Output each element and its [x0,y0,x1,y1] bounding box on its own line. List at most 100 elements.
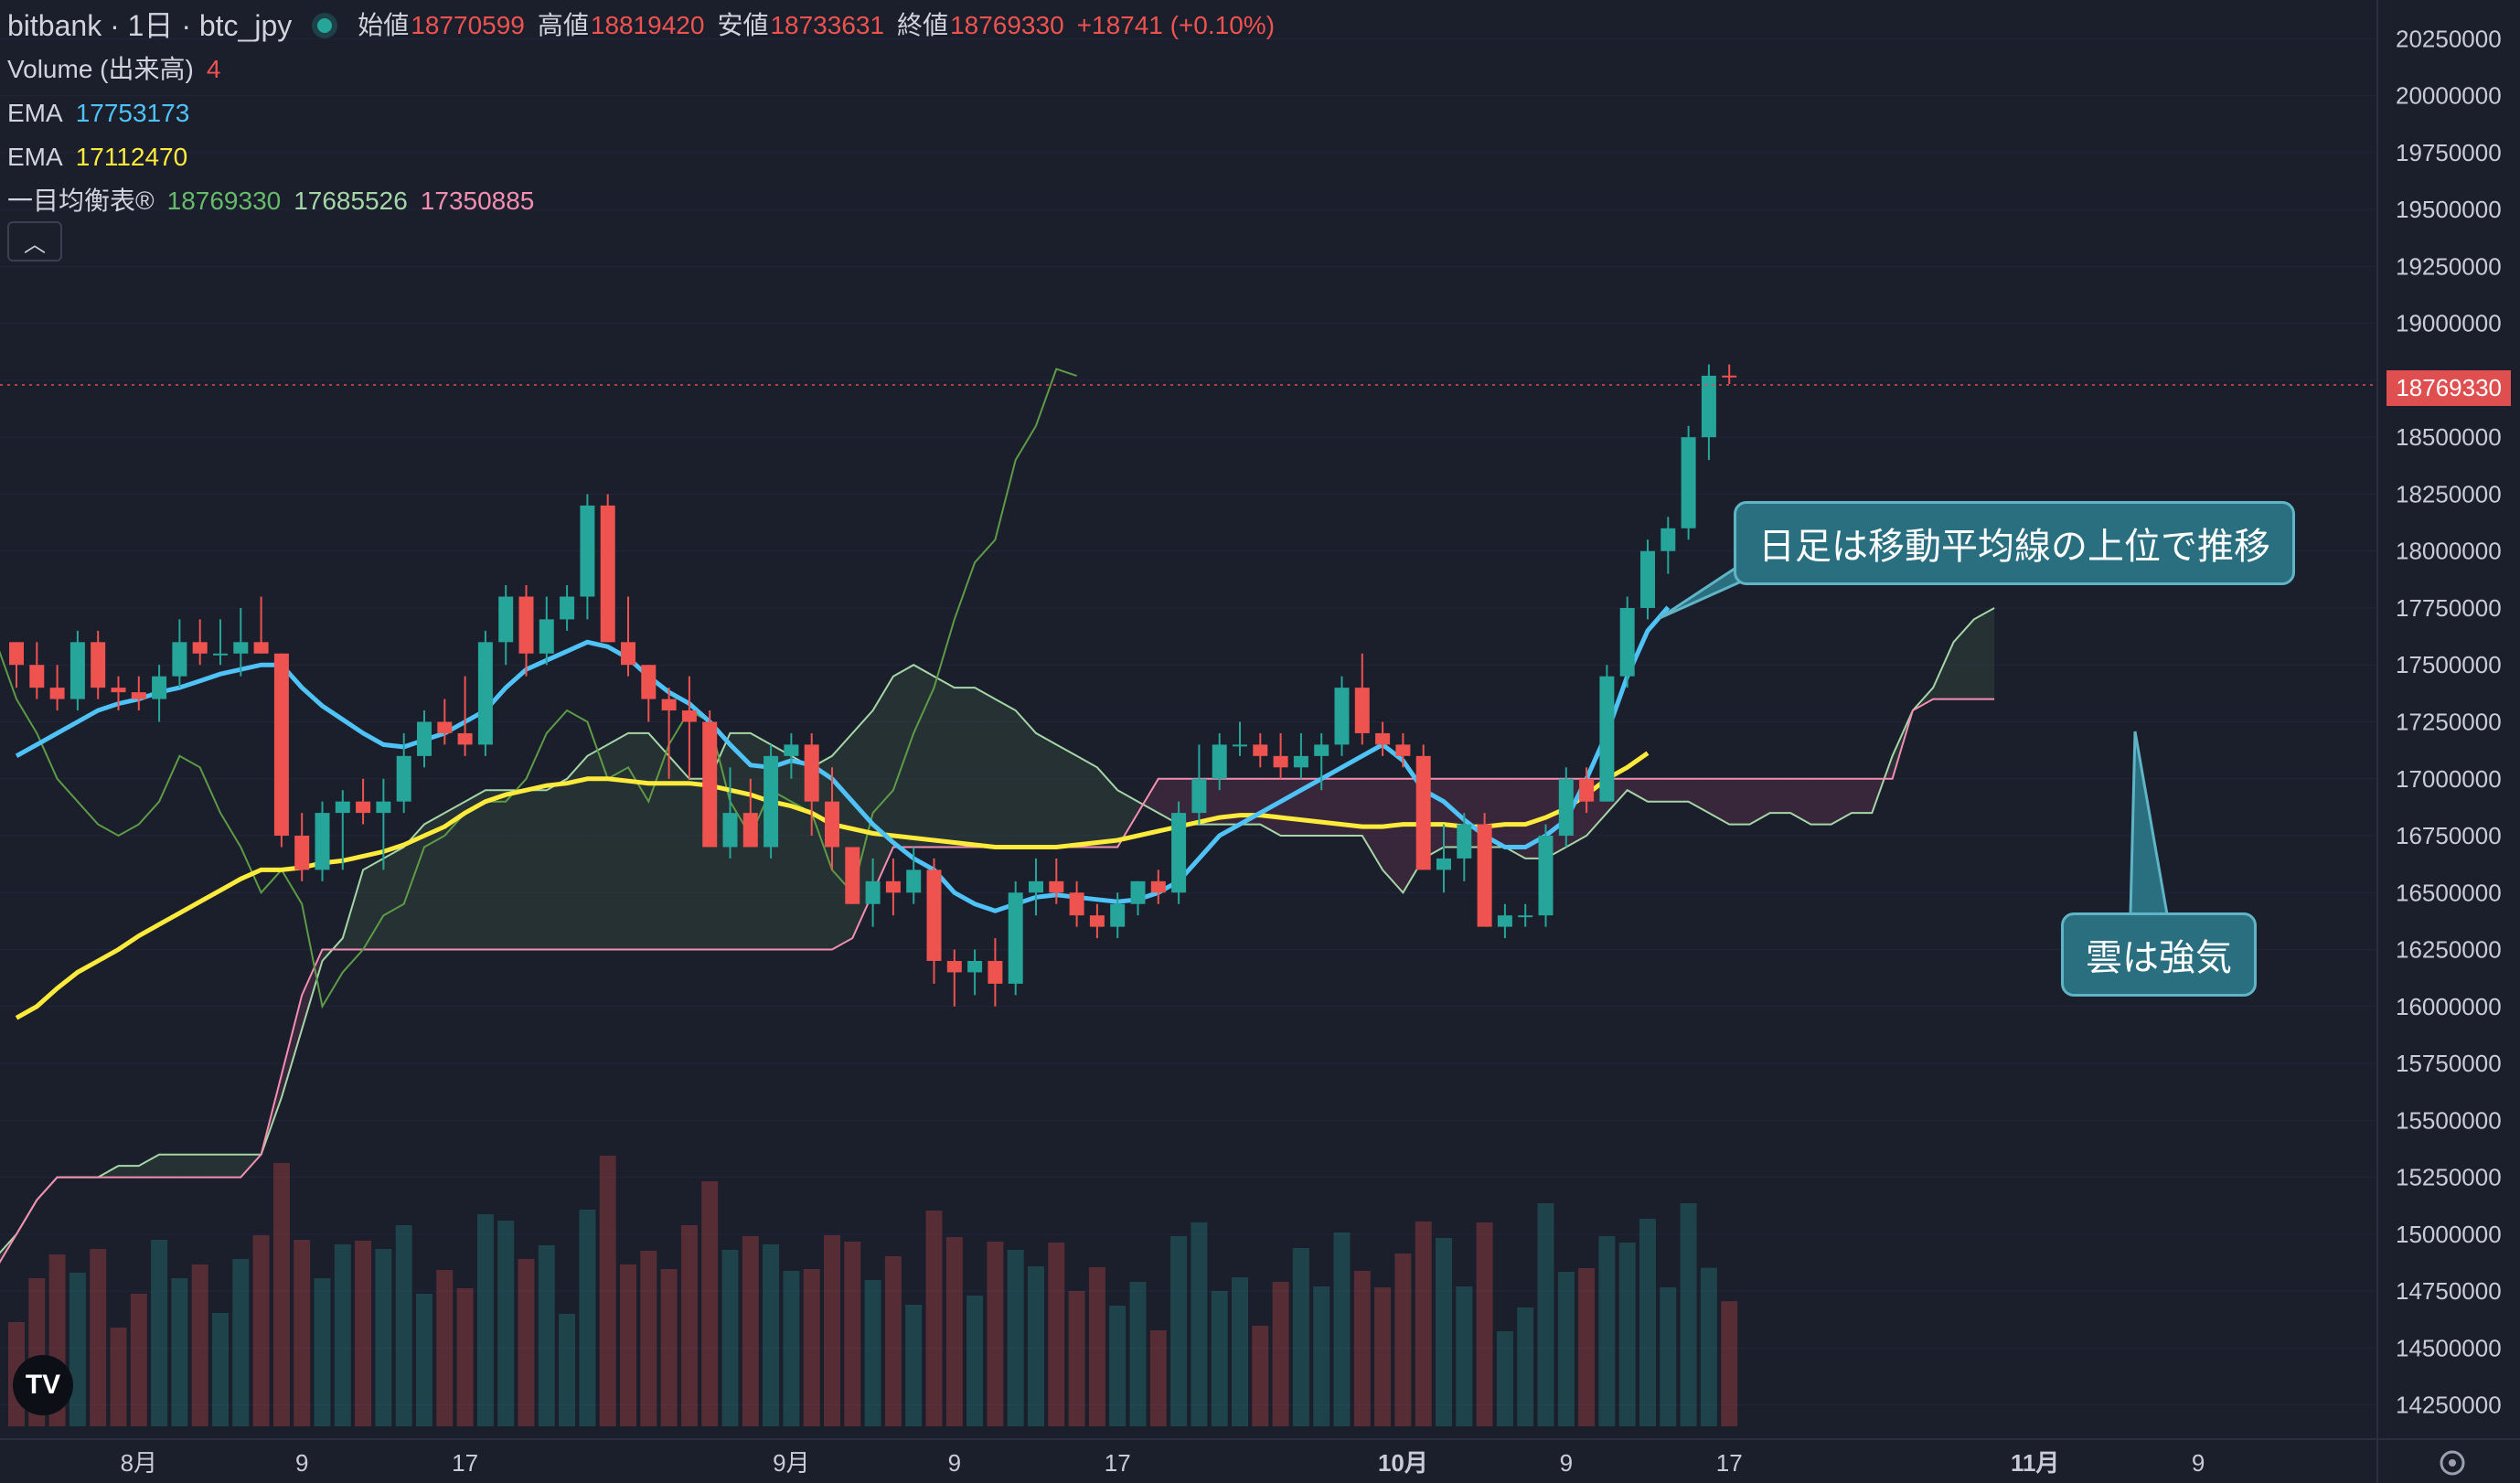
cloud-segment [1708,778,1730,825]
candle-body [1640,550,1655,608]
legend-ema-long[interactable]: EMA 17112470 [7,135,1275,179]
candle-body [376,801,391,814]
volume-bar [375,1249,392,1426]
volume-bar [1476,1222,1493,1426]
volume-bar [476,1214,494,1426]
cloud-segment [1790,778,1811,825]
price-tick-label: 20000000 [2396,82,2502,110]
candle-body [1722,375,1737,378]
candle-body [213,653,228,656]
candle-body [356,801,371,814]
candle-body [1660,528,1676,551]
volume-bar [1598,1236,1616,1426]
legend-ema-short[interactable]: EMA 17753173 [7,91,1275,135]
volume-bar [69,1273,86,1426]
time-tick-label: 8月 [121,1449,157,1477]
candle-body [152,676,167,699]
volume-bar [1680,1203,1697,1426]
symbol-title[interactable]: bitbank · 1日 · btc_jpy [7,9,293,42]
cloud-segment [1831,778,1852,825]
candle-body [1049,880,1064,893]
candle-body [1538,836,1554,916]
tradingview-logo[interactable]: TV [13,1355,73,1415]
volume-bar [1211,1291,1228,1426]
candle-body [294,836,310,870]
legend-ichimoku[interactable]: 一目均衡表® 18769330 17685526 17350885 [7,179,1275,223]
price-tick-label: 16750000 [2396,822,2502,849]
price-tick-label: 15000000 [2396,1221,2502,1248]
candle-body [396,755,411,802]
cloud-segment [485,790,507,950]
candle-body [1089,915,1105,927]
candle-body [845,847,860,904]
candle-body [477,642,493,745]
candle-body [335,801,350,814]
cloud-segment [587,744,608,950]
time-tick-label: 9 [1560,1449,1573,1477]
candle-body [865,880,881,904]
time-axis: 8月 9 17 9月 9 17 10月 9 17 11月 9 [121,1449,2205,1477]
collapse-legend-button[interactable]: ︿ [7,221,62,261]
volume-bar [1292,1248,1309,1426]
cloud-segment [1056,744,1077,848]
volume-bar [497,1221,515,1426]
cloud-segment [220,1154,241,1178]
cloud-segment [159,1154,180,1178]
volume-bar [1394,1254,1412,1426]
price-tick-label: 17000000 [2396,765,2502,793]
time-tick-label: 9 [2192,1449,2205,1477]
cloud-segment [546,778,568,950]
candle-body [661,699,677,711]
candle-body [1273,755,1288,768]
cloud-segment [913,665,934,848]
candle-body [1029,880,1043,893]
time-tick-label: 9 [948,1449,961,1477]
cloud-segment [1729,778,1750,825]
candle-body [804,744,819,802]
candle-body [498,596,514,643]
candle-body [1171,813,1187,893]
volume-bar [966,1296,984,1426]
volume-bar [721,1250,739,1426]
candle-body [784,744,799,756]
cloud-segment [730,732,751,950]
ichimoku-value-3: 17350885 [420,187,535,215]
volume-bar [232,1259,250,1426]
callout-trend: 日足は移動平均線の上位で推移 [1734,501,2295,585]
cloud-segment [995,699,1016,848]
cloud-segment [954,688,976,848]
cloud-segment [383,847,404,950]
candle-body [967,960,983,973]
time-tick-label: 17 [1716,1449,1743,1477]
candle-body [681,710,697,722]
volume-bar [1232,1277,1248,1426]
change-value: +18741 (+0.10%) [1076,11,1276,39]
close-label: 終値 [897,11,949,39]
candles [9,364,1737,1007]
volume-bar [1333,1232,1351,1426]
candle-body [1558,778,1574,837]
price-tick-label: 19750000 [2396,139,2502,166]
volume-bar [314,1278,331,1426]
volume-bar [130,1294,147,1426]
candle-body [702,721,718,848]
cloud-segment [506,790,527,950]
volume-bar [1007,1250,1024,1426]
legend-header: bitbank · 1日 · btc_jpy 始値 18770599 高値 1881… [7,4,1275,48]
volume-bar [579,1210,596,1426]
candle-body [417,721,432,756]
price-tick-label: 14250000 [2396,1392,2502,1419]
price-tick-label: 19250000 [2396,252,2502,280]
candle-body [1395,744,1411,756]
cloud-segment [526,790,547,950]
volume-bar [151,1240,168,1426]
cloud-segment [464,790,486,950]
ema-short-value: 17753173 [75,99,190,127]
time-tick-label: 11月 [2011,1449,2060,1477]
candle-body [946,960,962,973]
settings-icon[interactable] [2440,1450,2465,1476]
volume-bar [1374,1287,1392,1426]
candle-body [988,960,1003,984]
legend-volume[interactable]: Volume (出来高) 4 [7,48,1275,91]
